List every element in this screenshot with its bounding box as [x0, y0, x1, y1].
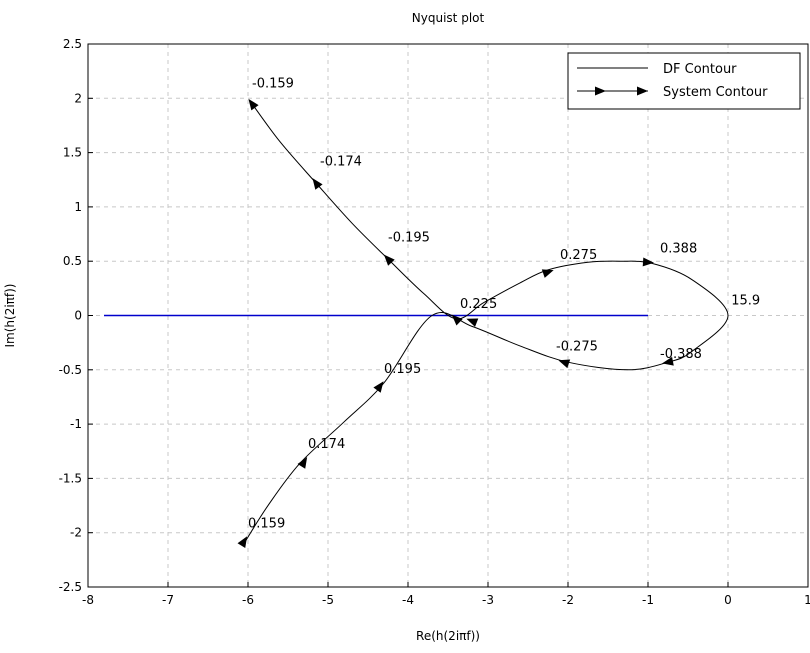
y-tick-label: 1.5 [63, 146, 82, 160]
data-label: 15.9 [731, 294, 760, 309]
x-tick-label: -3 [482, 593, 494, 607]
data-label: 0.195 [384, 362, 421, 377]
legend-label-df: DF Contour [663, 62, 737, 77]
x-tick-label: -4 [402, 593, 414, 607]
x-tick-label: 0 [724, 593, 732, 607]
x-tick-label: -5 [322, 593, 334, 607]
x-axis-title: Re(h(2iπf)) [416, 629, 480, 643]
x-tick-label: -1 [642, 593, 654, 607]
data-label: -0.195 [388, 231, 430, 246]
arrow-marker [541, 269, 554, 278]
y-tick-label: -1 [70, 417, 82, 431]
arrow-marker [248, 98, 259, 111]
axis-ticks: -8 -7 -6 -5 -4 -3 -2 -1 0 1 -2.5 -2 -1.5 -1 -0.5 0 0.5 1 1… [59, 37, 810, 607]
grid [88, 44, 808, 587]
legend: DF Contour System Contour [567, 52, 801, 110]
data-label: -0.174 [320, 155, 362, 170]
x-tick-label: -8 [82, 593, 94, 607]
y-tick-label: -2 [70, 526, 82, 540]
arrow-marker [642, 257, 654, 267]
arrow-marker [383, 254, 395, 266]
arrow-markers [237, 98, 674, 549]
y-tick-label: 0 [74, 309, 82, 323]
y-tick-label: 1 [74, 200, 82, 214]
y-tick-label: 2.5 [63, 37, 82, 51]
data-labels: -0.159 -0.174 -0.195 0.275 0.388 15.9 0.225 -0.… [248, 76, 760, 531]
series-line-system-contour [243, 103, 729, 544]
data-label: 0.275 [560, 248, 597, 263]
arrow-marker [466, 318, 479, 327]
x-tick-label: -2 [562, 593, 574, 607]
y-tick-label: -1.5 [59, 471, 82, 485]
x-tick-label: -7 [162, 593, 174, 607]
data-label: 0.225 [460, 297, 497, 312]
arrow-marker [297, 456, 308, 469]
legend-arrow-icon [637, 86, 648, 96]
legend-box [567, 52, 801, 110]
y-axis-title: Im(h(2iπf)) [3, 284, 17, 348]
y-tick-label: -0.5 [59, 363, 82, 377]
legend-label-system: System Contour [663, 85, 768, 100]
y-tick-label: -2.5 [59, 580, 82, 594]
x-tick-label: -6 [242, 593, 254, 607]
data-label: 0.174 [308, 437, 345, 452]
y-tick-label: 2 [74, 91, 82, 105]
chart-title: Nyquist plot [412, 11, 485, 25]
arrow-marker [662, 356, 674, 366]
data-label: 0.159 [248, 516, 285, 531]
x-tick-label: 1 [804, 593, 810, 607]
arrow-marker [237, 536, 248, 549]
data-label: -0.159 [252, 76, 294, 91]
arrow-marker [451, 314, 463, 326]
arrow-marker [558, 359, 571, 369]
arrow-marker [373, 381, 384, 393]
arrow-marker [312, 178, 323, 190]
data-label: -0.275 [556, 339, 598, 354]
legend-arrow-icon [595, 86, 606, 96]
data-label: -0.388 [660, 347, 702, 362]
data-label: 0.388 [660, 242, 697, 257]
series-group [104, 103, 729, 544]
y-tick-label: 0.5 [63, 254, 82, 268]
